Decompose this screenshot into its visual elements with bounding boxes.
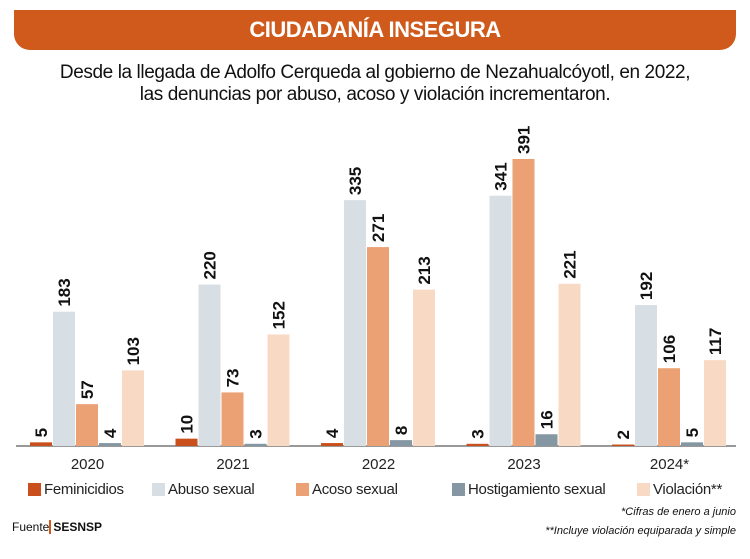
- bar: [221, 392, 244, 446]
- data-label: 213: [415, 256, 434, 284]
- source-label: Fuente: [12, 520, 50, 534]
- legend-item: Feminicidios: [28, 481, 124, 498]
- legend-item: Violación**: [637, 481, 722, 498]
- data-label: 3: [469, 429, 488, 438]
- data-label: 192: [637, 272, 656, 300]
- data-label: 106: [660, 335, 679, 363]
- legend-label: Acoso sexual: [312, 481, 398, 498]
- subtitle-line-2: las denuncias por abuso, acoso y violaci…: [139, 84, 611, 105]
- bar: [30, 442, 52, 446]
- legend-swatch: [296, 483, 309, 496]
- data-label: 5: [32, 428, 51, 437]
- bar: [704, 360, 726, 446]
- bar: [658, 368, 680, 446]
- legend-swatch: [152, 483, 165, 496]
- data-label: 73: [224, 368, 243, 387]
- bar: [175, 438, 198, 446]
- subtitle: Desde la llegada de Adolfo Cerqueda al g…: [0, 62, 750, 106]
- bar: [390, 440, 412, 446]
- bar: [612, 444, 634, 446]
- bar: [535, 434, 558, 446]
- bar: [367, 247, 389, 446]
- bar: [558, 283, 581, 446]
- data-label: 4: [323, 428, 342, 438]
- data-label: 221: [561, 250, 580, 278]
- legend-swatch: [28, 483, 41, 496]
- note-2: **Incluye violación equiparada y simple: [545, 525, 736, 537]
- x-tick-label: 2020: [71, 456, 104, 470]
- x-tick-label: 2021: [216, 456, 249, 470]
- bar: [99, 443, 121, 446]
- data-label: 10: [178, 415, 197, 434]
- bar: [122, 370, 144, 446]
- legend-label: Feminicidios: [44, 481, 124, 498]
- bar: [244, 443, 267, 446]
- data-label: 117: [706, 328, 725, 355]
- data-label: 2: [614, 430, 633, 439]
- data-label: 103: [124, 337, 143, 365]
- data-label: 4: [101, 428, 120, 438]
- bar: [344, 200, 366, 446]
- data-label: 183: [55, 278, 74, 306]
- legend-label: Violación**: [653, 481, 722, 498]
- bar: [267, 334, 290, 446]
- x-tick-label: 2024*: [650, 456, 689, 470]
- data-label: 57: [78, 380, 97, 399]
- bar: [681, 442, 703, 446]
- data-label: 271: [369, 214, 388, 242]
- bar: [76, 404, 98, 446]
- legend-item: Hostigamiento sexual: [452, 481, 606, 498]
- source: Fuente SESNSP: [12, 520, 103, 534]
- bar: [198, 284, 221, 446]
- legend-item: Abuso sexual: [152, 481, 255, 498]
- data-label: 16: [538, 410, 557, 429]
- x-tick-label: 2022: [362, 456, 395, 470]
- x-tick-label: 2023: [507, 456, 540, 470]
- legend-label: Abuso sexual: [168, 481, 255, 498]
- legend-swatch: [452, 483, 465, 496]
- data-label: 3: [247, 429, 266, 438]
- legend-label: Hostigamiento sexual: [468, 481, 606, 498]
- data-label: 8: [392, 426, 411, 435]
- legend-item: Acoso sexual: [296, 481, 398, 498]
- legend-swatch: [637, 483, 650, 496]
- bar: [635, 305, 657, 446]
- bar: [512, 159, 535, 446]
- bar: [466, 443, 489, 446]
- data-label: 391: [515, 126, 534, 154]
- bar: [53, 311, 75, 446]
- bar: [321, 443, 343, 446]
- data-label: 335: [346, 167, 365, 195]
- bar: [413, 289, 435, 446]
- note-1: *Cifras de enero a junio: [621, 506, 736, 518]
- data-label: 5: [683, 428, 702, 437]
- source-name: SESNSP: [49, 520, 103, 534]
- data-label: 220: [201, 251, 220, 279]
- data-label: 152: [270, 301, 289, 329]
- header-title: CIUDADANÍA INSEGURA: [14, 10, 736, 50]
- data-label: 341: [492, 162, 511, 190]
- subtitle-line-1: Desde la llegada de Adolfo Cerqueda al g…: [59, 62, 691, 83]
- bar: [489, 195, 512, 446]
